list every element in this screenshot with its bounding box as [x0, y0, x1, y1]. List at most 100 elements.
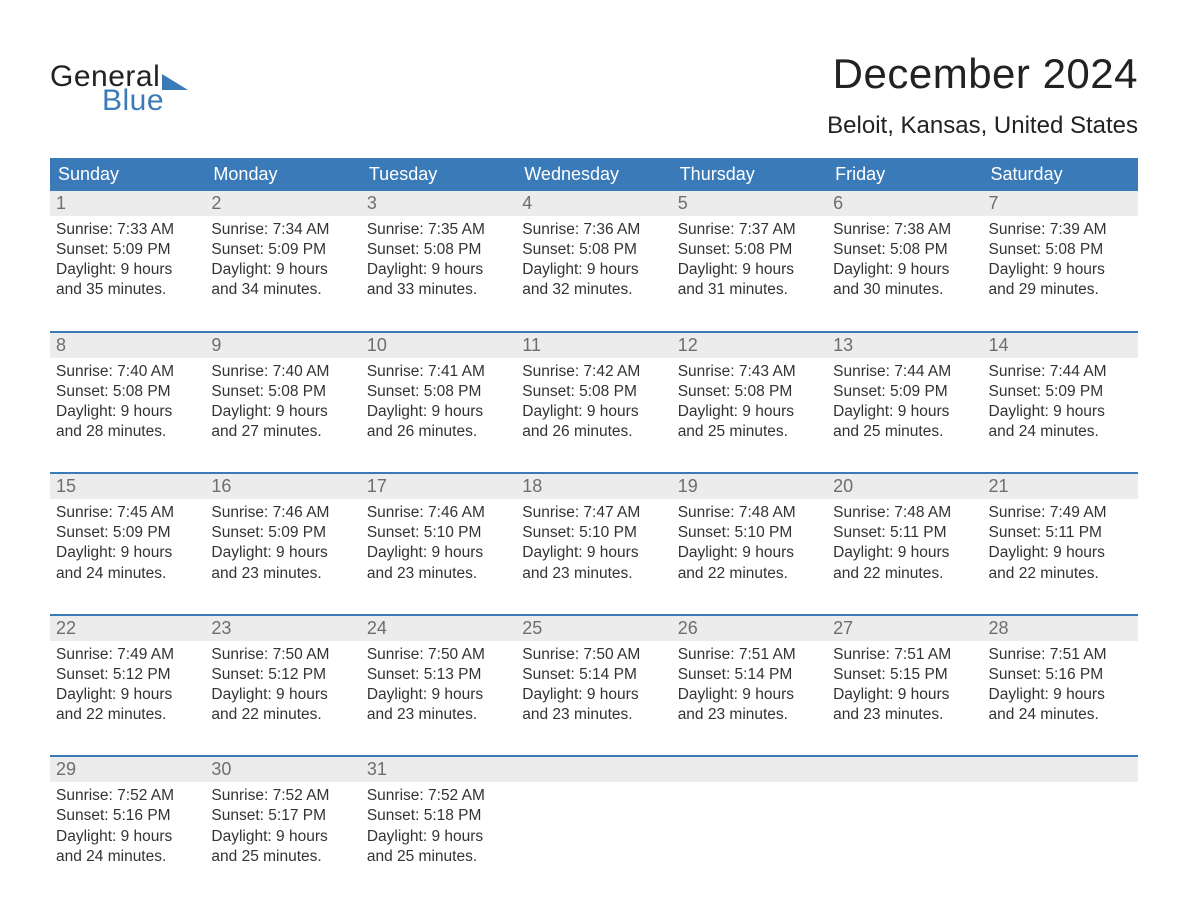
info-strip: Sunrise: 7:45 AMSunset: 5:09 PMDaylight:…: [50, 499, 1138, 584]
day-sunset: Sunset: 5:08 PM: [522, 382, 665, 402]
day-d1: Daylight: 9 hours: [56, 260, 199, 280]
day-sunset: Sunset: 5:15 PM: [833, 665, 976, 685]
day-sunset: Sunset: 5:09 PM: [56, 240, 199, 260]
day-d1: Daylight: 9 hours: [56, 685, 199, 705]
day-d1: Daylight: 9 hours: [56, 827, 199, 847]
day-sunrise: Sunrise: 7:46 AM: [367, 503, 510, 523]
dow-monday: Monday: [205, 158, 360, 191]
day-cell: Sunrise: 7:45 AMSunset: 5:09 PMDaylight:…: [50, 499, 205, 584]
day-d2: and 24 minutes.: [56, 564, 199, 584]
day-d1: Daylight: 9 hours: [678, 402, 821, 422]
day-d2: and 26 minutes.: [522, 422, 665, 442]
day-sunset: Sunset: 5:08 PM: [367, 240, 510, 260]
day-number: 8: [50, 333, 205, 358]
day-number: 28: [983, 616, 1138, 641]
day-sunrise: Sunrise: 7:44 AM: [833, 362, 976, 382]
day-number: 9: [205, 333, 360, 358]
info-strip: Sunrise: 7:52 AMSunset: 5:16 PMDaylight:…: [50, 782, 1138, 867]
day-sunrise: Sunrise: 7:41 AM: [367, 362, 510, 382]
day-cell: Sunrise: 7:51 AMSunset: 5:14 PMDaylight:…: [672, 641, 827, 726]
day-d2: and 23 minutes.: [678, 705, 821, 725]
day-d1: Daylight: 9 hours: [367, 260, 510, 280]
day-d2: and 22 minutes.: [56, 705, 199, 725]
day-number: 23: [205, 616, 360, 641]
day-sunset: Sunset: 5:17 PM: [211, 806, 354, 826]
day-d1: Daylight: 9 hours: [522, 543, 665, 563]
day-d1: Daylight: 9 hours: [989, 260, 1132, 280]
day-number: 12: [672, 333, 827, 358]
daynum-strip: 891011121314: [50, 333, 1138, 358]
day-d2: and 22 minutes.: [678, 564, 821, 584]
day-d1: Daylight: 9 hours: [989, 402, 1132, 422]
day-cell: [672, 782, 827, 867]
day-sunset: Sunset: 5:14 PM: [678, 665, 821, 685]
day-sunrise: Sunrise: 7:48 AM: [678, 503, 821, 523]
day-cell: Sunrise: 7:52 AMSunset: 5:17 PMDaylight:…: [205, 782, 360, 867]
day-d1: Daylight: 9 hours: [211, 827, 354, 847]
day-cell: Sunrise: 7:50 AMSunset: 5:13 PMDaylight:…: [361, 641, 516, 726]
info-strip: Sunrise: 7:33 AMSunset: 5:09 PMDaylight:…: [50, 216, 1138, 301]
day-d2: and 25 minutes.: [678, 422, 821, 442]
day-sunrise: Sunrise: 7:52 AM: [367, 786, 510, 806]
day-d2: and 24 minutes.: [989, 705, 1132, 725]
day-d2: and 25 minutes.: [367, 847, 510, 867]
day-d1: Daylight: 9 hours: [367, 402, 510, 422]
day-sunset: Sunset: 5:08 PM: [367, 382, 510, 402]
day-cell: Sunrise: 7:48 AMSunset: 5:11 PMDaylight:…: [827, 499, 982, 584]
day-d2: and 27 minutes.: [211, 422, 354, 442]
day-d2: and 31 minutes.: [678, 280, 821, 300]
day-sunrise: Sunrise: 7:50 AM: [211, 645, 354, 665]
day-sunrise: Sunrise: 7:36 AM: [522, 220, 665, 240]
day-d1: Daylight: 9 hours: [833, 260, 976, 280]
day-cell: Sunrise: 7:40 AMSunset: 5:08 PMDaylight:…: [205, 358, 360, 443]
day-cell: Sunrise: 7:44 AMSunset: 5:09 PMDaylight:…: [827, 358, 982, 443]
day-d1: Daylight: 9 hours: [367, 543, 510, 563]
day-d2: and 23 minutes.: [211, 564, 354, 584]
day-sunset: Sunset: 5:09 PM: [989, 382, 1132, 402]
day-cell: Sunrise: 7:49 AMSunset: 5:12 PMDaylight:…: [50, 641, 205, 726]
day-d2: and 33 minutes.: [367, 280, 510, 300]
dow-friday: Friday: [827, 158, 982, 191]
logo-flag-icon: [162, 74, 188, 90]
dow-thursday: Thursday: [672, 158, 827, 191]
day-d1: Daylight: 9 hours: [989, 685, 1132, 705]
day-cell: Sunrise: 7:46 AMSunset: 5:10 PMDaylight:…: [361, 499, 516, 584]
day-d1: Daylight: 9 hours: [211, 543, 354, 563]
day-cell: Sunrise: 7:51 AMSunset: 5:15 PMDaylight:…: [827, 641, 982, 726]
day-sunset: Sunset: 5:10 PM: [522, 523, 665, 543]
info-strip: Sunrise: 7:40 AMSunset: 5:08 PMDaylight:…: [50, 358, 1138, 443]
dow-saturday: Saturday: [983, 158, 1138, 191]
day-d1: Daylight: 9 hours: [211, 402, 354, 422]
dow-tuesday: Tuesday: [361, 158, 516, 191]
day-sunrise: Sunrise: 7:51 AM: [833, 645, 976, 665]
day-sunrise: Sunrise: 7:34 AM: [211, 220, 354, 240]
day-d2: and 26 minutes.: [367, 422, 510, 442]
logo: General Blue: [50, 50, 188, 118]
day-sunrise: Sunrise: 7:39 AM: [989, 220, 1132, 240]
day-d2: and 24 minutes.: [989, 422, 1132, 442]
day-sunset: Sunset: 5:09 PM: [833, 382, 976, 402]
day-sunrise: Sunrise: 7:44 AM: [989, 362, 1132, 382]
day-d1: Daylight: 9 hours: [833, 402, 976, 422]
day-number: 11: [516, 333, 671, 358]
day-sunrise: Sunrise: 7:42 AM: [522, 362, 665, 382]
calendar-week: 1234567Sunrise: 7:33 AMSunset: 5:09 PMDa…: [50, 191, 1138, 301]
day-sunrise: Sunrise: 7:49 AM: [56, 645, 199, 665]
day-cell: Sunrise: 7:33 AMSunset: 5:09 PMDaylight:…: [50, 216, 205, 301]
calendar: Sunday Monday Tuesday Wednesday Thursday…: [50, 158, 1138, 867]
day-sunrise: Sunrise: 7:51 AM: [678, 645, 821, 665]
day-number: 3: [361, 191, 516, 216]
day-d2: and 34 minutes.: [211, 280, 354, 300]
daynum-strip: 1234567: [50, 191, 1138, 216]
day-sunset: Sunset: 5:18 PM: [367, 806, 510, 826]
day-cell: Sunrise: 7:37 AMSunset: 5:08 PMDaylight:…: [672, 216, 827, 301]
day-d1: Daylight: 9 hours: [833, 543, 976, 563]
day-cell: Sunrise: 7:35 AMSunset: 5:08 PMDaylight:…: [361, 216, 516, 301]
day-d2: and 22 minutes.: [989, 564, 1132, 584]
day-sunrise: Sunrise: 7:35 AM: [367, 220, 510, 240]
calendar-week: 293031Sunrise: 7:52 AMSunset: 5:16 PMDay…: [50, 755, 1138, 867]
dow-sunday: Sunday: [50, 158, 205, 191]
day-sunrise: Sunrise: 7:40 AM: [56, 362, 199, 382]
day-sunset: Sunset: 5:08 PM: [56, 382, 199, 402]
day-d1: Daylight: 9 hours: [678, 685, 821, 705]
